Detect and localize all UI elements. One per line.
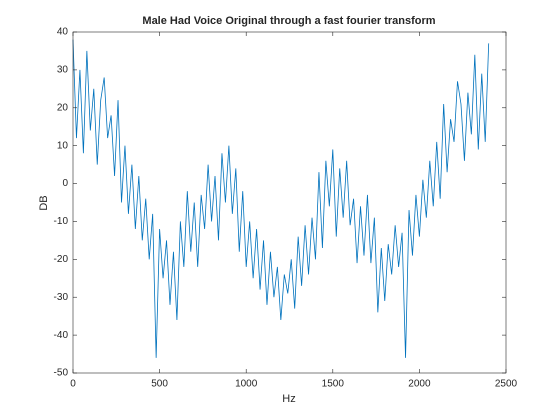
x-tick-label: 500 [151,379,168,390]
y-tick-label: -20 [54,254,69,265]
plot-frame [72,31,507,374]
y-tick-label: 30 [57,65,69,76]
y-tick-label: 40 [57,27,69,38]
x-tick-label: 0 [70,379,76,390]
y-tick-label: 0 [62,178,68,189]
data-line [72,39,490,358]
y-tick-label: 20 [57,102,69,113]
x-tick-label: 2000 [408,379,431,390]
y-tick-label: 10 [57,140,69,151]
y-tick-label: -40 [54,330,69,341]
y-tick-label: -30 [54,292,69,303]
x-tick-label: 1500 [322,379,345,390]
x-axis-label: Hz [282,393,295,405]
chart-title: Male Had Voice Original through a fast f… [142,15,435,27]
y-axis-label: DB [38,195,50,210]
y-tick-label: -10 [54,216,69,227]
x-tick-label: 1000 [235,379,258,390]
y-tick-label: -50 [54,368,69,379]
x-tick-label: 2500 [495,379,518,390]
